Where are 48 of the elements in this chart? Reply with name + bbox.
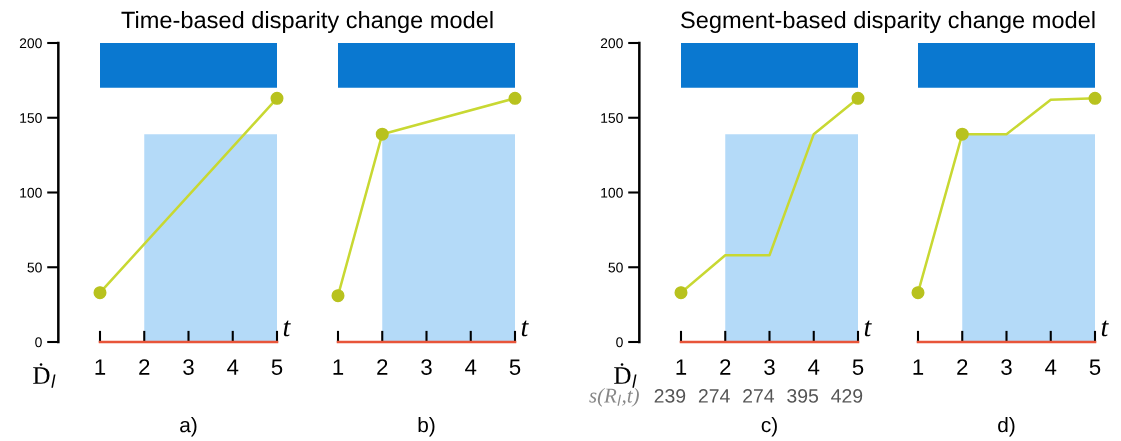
x-axis-title: t (864, 320, 872, 337)
x-tick-label: 2 (377, 359, 388, 375)
x-axis-title: t (521, 320, 529, 337)
x-tick-label: 4 (227, 359, 239, 375)
x-tick-label: 1 (333, 359, 344, 375)
x-tick-label: 4 (465, 359, 477, 375)
chart-title: Segment-based disparity change model (681, 11, 1095, 33)
x-tick-label: 5 (1089, 359, 1101, 375)
x-tick-label: 5 (271, 359, 283, 375)
text: b) (418, 417, 435, 437)
x-tick-label: 2 (720, 359, 731, 375)
y-tick-label: 200 (19, 38, 42, 49)
x-tick-label: 2 (957, 359, 968, 375)
x-axis-title: t (1101, 320, 1109, 337)
x-tick-label: 1 (676, 359, 687, 375)
x-axis-title: t (283, 320, 291, 337)
text: s(R$_{l}$,t) (589, 387, 639, 407)
x-tick-label: 3 (421, 359, 432, 375)
y-axis-title: Ḋ$_{l}$ (614, 363, 637, 388)
x-tick-label: 3 (183, 359, 194, 375)
text: d) (998, 417, 1015, 437)
y-tick-label: 0 (616, 337, 623, 348)
y-tick-label: 0 (35, 337, 42, 348)
x-tick-label: 5 (852, 359, 864, 375)
x-tick-label: 5 (509, 359, 521, 375)
text: a) (180, 417, 197, 437)
text: 429 (831, 389, 863, 403)
x-tick-label: 1 (913, 359, 924, 375)
text: 274 (743, 389, 775, 403)
x-tick-label: 1 (95, 359, 106, 375)
text: 395 (787, 389, 819, 403)
text: 239 (654, 389, 686, 403)
x-tick-label: 2 (139, 359, 150, 375)
y-tick-label: 200 (600, 38, 623, 49)
x-tick-label: 3 (1001, 359, 1012, 375)
x-tick-label: 4 (808, 359, 820, 375)
y-tick-label: 50 (608, 262, 623, 273)
y-axis-title: Ḋ$_{l}$ (33, 363, 56, 388)
x-tick-label: 4 (1045, 359, 1057, 375)
y-tick-label: 150 (20, 113, 42, 123)
y-tick-label: 100 (20, 187, 42, 198)
text: 274 (698, 389, 730, 403)
y-tick-label: 50 (27, 262, 42, 273)
chart-title: Time-based disparity change model (121, 11, 493, 33)
text: c) (761, 417, 777, 437)
y-tick-label: 150 (601, 113, 623, 123)
y-tick-label: 100 (601, 187, 623, 198)
x-tick-label: 3 (764, 359, 775, 375)
